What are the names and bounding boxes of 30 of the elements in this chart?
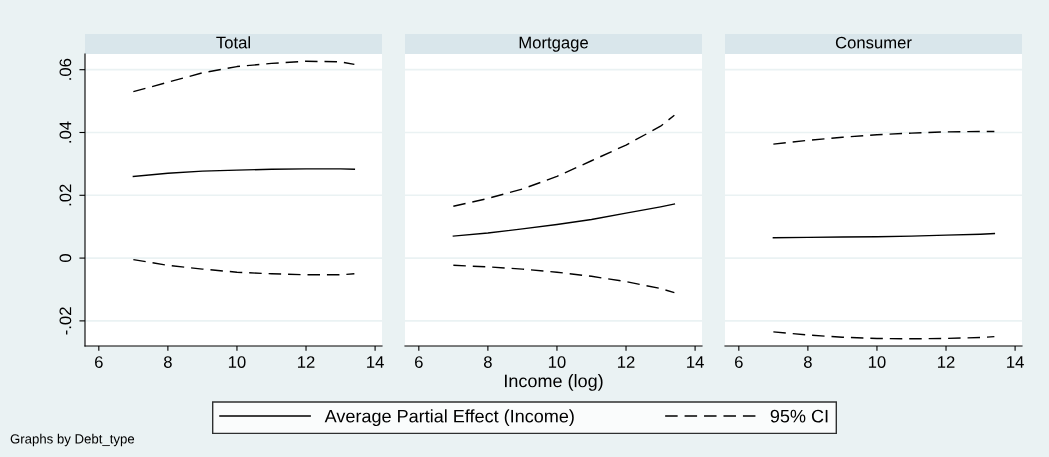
x-tick-label: 8 xyxy=(483,356,492,368)
x-tick-label: 10 xyxy=(548,356,566,368)
x-tick-label: 12 xyxy=(298,356,315,368)
x-tick-label: 6 xyxy=(415,356,423,368)
x-tick-label: 14 xyxy=(687,356,704,368)
x-tick-label: 14 xyxy=(1007,356,1024,368)
text: Graphs by Debt_type xyxy=(10,433,135,447)
x-tick-label: 12 xyxy=(618,356,635,368)
chart-title: Consumer xyxy=(835,36,912,49)
x-tick-label: 10 xyxy=(868,356,886,368)
y-tick-label: .02 xyxy=(59,184,72,206)
legend-label: 95% CI xyxy=(770,409,828,423)
x-tick-label: 6 xyxy=(735,356,743,368)
chart-title: Mortgage xyxy=(519,36,588,52)
x-tick-label: 8 xyxy=(803,356,812,368)
x-tick-label: 10 xyxy=(228,356,246,368)
x-tick-label: 14 xyxy=(367,356,384,368)
line-series xyxy=(132,258,356,276)
x-tick-label: 8 xyxy=(163,356,172,368)
y-tick-label: -.02 xyxy=(59,307,72,335)
chart-title: Total xyxy=(216,36,250,49)
x-tick-label: 6 xyxy=(95,356,103,368)
line-series xyxy=(132,60,356,93)
line-series xyxy=(132,168,356,178)
x-axis-title: Income (log) xyxy=(505,374,603,391)
y-tick-label: .04 xyxy=(59,121,72,143)
legend-label: Average Partial Effect (Income) xyxy=(324,409,574,427)
y-tick-label: .06 xyxy=(59,58,72,80)
y-tick-label: 0 xyxy=(59,254,72,263)
x-tick-label: 12 xyxy=(938,356,955,368)
